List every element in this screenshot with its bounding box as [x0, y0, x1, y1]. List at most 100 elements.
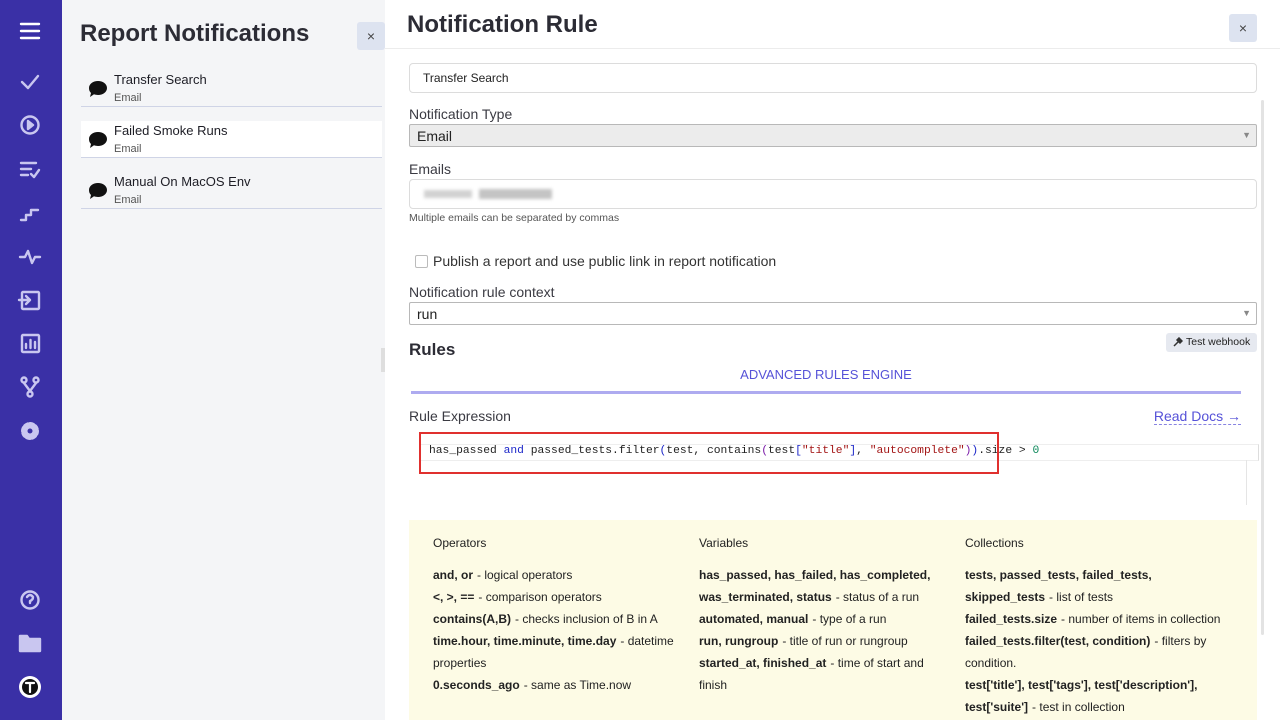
help-item: failed_tests.filter(test, condition) - fi…	[965, 630, 1233, 674]
checkbox-label[interactable]: Publish a report and use public link in …	[433, 253, 777, 269]
help-term: automated, manual	[699, 612, 809, 626]
item-name: Failed Smoke Runs	[114, 123, 228, 138]
help-item: run, rungroup - title of run or rungroup	[699, 630, 949, 652]
help-desc: - title of run or rungroup	[782, 634, 908, 648]
help-desc: - checks inclusion of B in A	[515, 612, 658, 626]
tab[interactable]: ADVANCED RULES ENGINE	[740, 367, 912, 382]
help-desc: - list of tests	[1049, 590, 1114, 604]
import-icon[interactable]	[17, 290, 41, 311]
help-column: Collections tests, passed_tests, failed_t…	[965, 536, 1233, 718]
comment-icon	[89, 81, 107, 97]
help-term: test['title'], test['tags'], test['descr…	[965, 678, 1198, 714]
help-term: <, >, ==	[433, 590, 475, 604]
help-column-title: Collections	[965, 536, 1024, 550]
help-desc: - datetime properties	[433, 634, 674, 670]
code-token: "autocomplete"	[869, 445, 965, 457]
scrollbar[interactable]	[1261, 100, 1264, 635]
help-desc: - type of a run	[812, 612, 887, 626]
run-icon[interactable]	[20, 115, 40, 135]
help-desc: - number of items in collection	[1061, 612, 1221, 626]
help-desc: - same as Time.now	[523, 678, 632, 692]
help-term: failed_tests.filter(test, condition)	[965, 634, 1151, 648]
item-name: Manual On MacOS Env	[114, 174, 251, 189]
panel-title: Notification Rule	[407, 11, 598, 38]
help-term: run, rungroup	[699, 634, 779, 648]
context-select[interactable]: run ▼	[409, 302, 1257, 325]
list-icon[interactable]	[19, 161, 41, 179]
editor-border	[1246, 460, 1247, 505]
help-item: 0.seconds_ago - same as Time.now	[433, 674, 683, 696]
code-token: ]	[849, 445, 857, 457]
sidebar	[0, 0, 62, 720]
code-line[interactable]: has_passed and passed_tests.filter(test,…	[429, 445, 1039, 457]
help-desc: - comparison operators	[478, 590, 602, 604]
name-input[interactable]: Transfer Search	[409, 63, 1257, 93]
emails-input[interactable]	[409, 179, 1257, 209]
help-term: failed_tests.size	[965, 612, 1058, 626]
help-item: time.hour, time.minute, time.day - dateti…	[433, 630, 683, 674]
blurred-email	[479, 189, 552, 199]
notification-item[interactable]: Transfer Search Email	[81, 70, 382, 107]
folder-icon[interactable]	[18, 634, 42, 653]
test-webhook-button[interactable]: Test webhook	[1166, 333, 1258, 352]
item-type: Email	[114, 92, 142, 104]
plug-icon	[1173, 337, 1183, 347]
field-label: Emails	[409, 161, 452, 177]
help-item: test['title'], test['tags'], test['descr…	[965, 674, 1233, 718]
code-token: and	[503, 445, 524, 457]
resize-handle[interactable]	[381, 348, 385, 372]
select-arrow: ▼	[1242, 308, 1251, 318]
steps-icon[interactable]	[19, 208, 40, 222]
avatar-icon[interactable]	[19, 676, 41, 698]
button-label: Test webhook	[1186, 336, 1251, 348]
close-button[interactable]: ×	[357, 22, 385, 50]
help-term: 0.seconds_ago	[433, 678, 520, 692]
pulse-icon[interactable]	[18, 249, 42, 265]
help-term: started_at, finished_at	[699, 656, 827, 670]
select-value: run	[417, 306, 438, 322]
close-button[interactable]: ×	[1229, 14, 1257, 42]
report-icon[interactable]	[20, 333, 41, 354]
code-token: ,	[856, 445, 870, 457]
type-select[interactable]: Email ▼	[409, 124, 1257, 147]
help-item: contains(A,B) - checks inclusion of B in …	[433, 608, 683, 630]
menu-icon[interactable]	[19, 22, 41, 40]
header-divider	[385, 48, 1280, 49]
help-item: has_passed, has_failed, has_completed, w…	[699, 564, 949, 608]
code-token: test, contains	[666, 445, 762, 457]
comment-icon	[89, 183, 107, 199]
check-icon[interactable]	[20, 74, 40, 90]
help-item: failed_tests.size - number of items in co…	[965, 608, 1233, 630]
help-column: Variables has_passed, has_failed, has_com…	[699, 536, 949, 696]
code-token: )	[971, 445, 979, 457]
read-docs-link[interactable]: Read Docs →	[1153, 408, 1241, 425]
select-arrow: ▼	[1242, 130, 1251, 140]
field-label: Notification Type	[409, 106, 513, 122]
notification-item[interactable]: Failed Smoke Runs Email	[81, 121, 382, 158]
checkbox[interactable]	[415, 255, 428, 268]
field-label: Notification rule context	[409, 284, 555, 300]
settings-icon[interactable]	[21, 422, 39, 440]
help-term: time.hour, time.minute, time.day	[433, 634, 617, 648]
help-desc: - time of start and finish	[699, 656, 924, 692]
code-token: passed_tests.filter	[523, 445, 660, 457]
help-item: and, or - logical operators	[433, 564, 683, 586]
notification-item[interactable]: Manual On MacOS Env Email	[81, 172, 382, 209]
help-item: started_at, finished_at - time of start a…	[699, 652, 949, 696]
help-column-title: Variables	[699, 536, 749, 550]
help-icon[interactable]	[20, 590, 40, 610]
right-panel: Notification Rule × Transfer Search Noti…	[385, 0, 1280, 720]
highlight-box	[419, 432, 999, 474]
help-term: tests, passed_tests, failed_tests, skipp…	[965, 568, 1152, 604]
help-desc: - test in collection	[1032, 700, 1125, 714]
help-item: <, >, == - comparison operators	[433, 586, 683, 608]
panel-title: Report Notifications	[80, 20, 310, 47]
code-token: (	[761, 445, 768, 457]
comment-icon	[89, 132, 107, 148]
help-column: Operators and, or - logical operators <, >,…	[433, 536, 683, 696]
help-item: tests, passed_tests, failed_tests, skipp…	[965, 564, 1233, 608]
branch-icon[interactable]	[20, 376, 40, 398]
item-name: Transfer Search	[114, 72, 207, 87]
